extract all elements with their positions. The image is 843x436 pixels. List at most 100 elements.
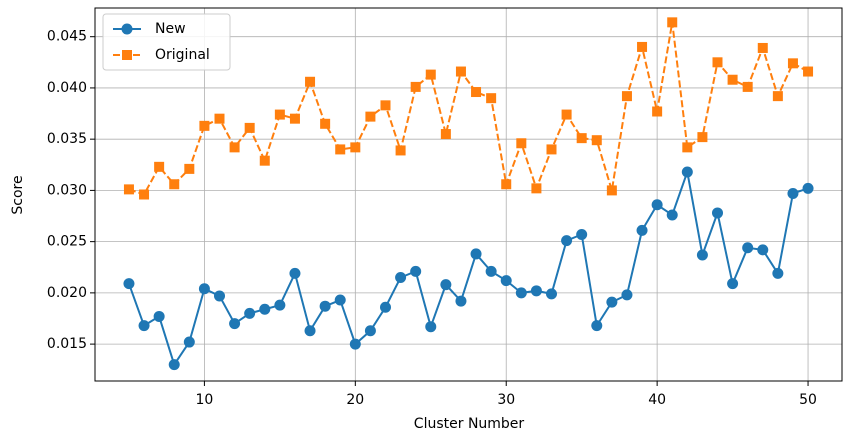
x-tick-label: 30 (497, 392, 515, 408)
data-point (576, 228, 588, 240)
data-point (244, 307, 256, 319)
data-point (651, 199, 663, 211)
data-point (606, 296, 618, 308)
data-point (304, 325, 316, 337)
y-tick-label: 0.040 (47, 80, 87, 96)
data-point (606, 185, 617, 196)
data-point (742, 242, 754, 254)
y-tick-label: 0.045 (47, 29, 87, 45)
data-point (636, 224, 648, 236)
data-point (486, 93, 497, 104)
data-point (425, 321, 437, 333)
data-point (501, 179, 512, 190)
data-point (561, 109, 572, 120)
y-tick-label: 0.030 (47, 182, 87, 198)
data-point (153, 310, 165, 322)
data-point (335, 144, 346, 155)
data-point (515, 287, 527, 299)
series-line (128, 168, 809, 367)
data-point (274, 109, 285, 120)
data-point (214, 290, 225, 302)
data-point (259, 303, 271, 315)
data-point (516, 138, 527, 149)
data-point (425, 69, 436, 80)
data-point (696, 249, 708, 261)
data-point (455, 295, 467, 307)
data-point (395, 272, 407, 284)
data-point (802, 182, 814, 194)
data-point (349, 338, 361, 350)
data-point (305, 76, 316, 87)
data-point (666, 209, 678, 221)
data-point (154, 161, 165, 172)
data-point (184, 163, 195, 174)
data-point (591, 135, 602, 146)
data-point (787, 58, 798, 69)
data-point (229, 142, 240, 153)
data-point (576, 133, 587, 144)
data-point (787, 187, 799, 199)
data-point (530, 285, 542, 297)
data-point (395, 145, 406, 156)
data-point (410, 265, 422, 277)
legend-label: Original (155, 47, 210, 63)
data-point (320, 118, 331, 129)
data-point (440, 279, 452, 291)
data-point (169, 179, 180, 190)
data-point (485, 265, 497, 277)
data-point (637, 41, 648, 52)
data-point (667, 17, 678, 28)
data-point (712, 57, 723, 68)
data-point (214, 113, 225, 124)
data-point (380, 301, 391, 313)
data-point (334, 294, 346, 306)
data-point (727, 74, 738, 85)
x-tick-label: 10 (195, 392, 213, 408)
plot-frame (94, 7, 843, 382)
data-point (742, 81, 753, 92)
data-point (289, 113, 300, 124)
y-tick-label: 0.025 (47, 234, 87, 250)
data-point (139, 189, 150, 200)
legend-marker (121, 23, 133, 35)
data-point (471, 87, 482, 98)
data-point (681, 166, 693, 178)
data-point (531, 183, 542, 194)
y-axis-label: Score (10, 175, 26, 214)
data-point (757, 244, 769, 256)
data-point (410, 81, 421, 92)
data-point (244, 122, 255, 133)
data-point (546, 144, 557, 155)
data-point (712, 207, 723, 219)
data-point (727, 278, 739, 290)
data-point (803, 66, 814, 77)
legend-label: New (155, 21, 186, 37)
data-point (697, 132, 708, 143)
data-point (455, 66, 466, 77)
data-point (591, 320, 603, 332)
data-point (772, 267, 784, 279)
series-line (128, 22, 809, 196)
data-point (652, 106, 663, 117)
data-point (183, 336, 195, 348)
data-point (198, 283, 210, 295)
x-tick-label: 40 (648, 392, 666, 408)
y-tick-label: 0.015 (47, 336, 87, 352)
data-point (500, 275, 512, 287)
data-point (319, 300, 331, 312)
data-point (274, 299, 286, 311)
data-point (364, 325, 376, 337)
data-point (123, 278, 135, 290)
data-point (199, 120, 210, 131)
data-point (682, 142, 693, 153)
data-point (123, 184, 134, 195)
data-point (289, 267, 301, 279)
data-point (229, 318, 241, 330)
x-tick-label: 20 (346, 392, 364, 408)
data-point (470, 248, 482, 260)
data-point (621, 91, 632, 102)
x-tick-label: 50 (799, 392, 817, 408)
data-point (757, 42, 768, 53)
data-point (259, 155, 270, 166)
